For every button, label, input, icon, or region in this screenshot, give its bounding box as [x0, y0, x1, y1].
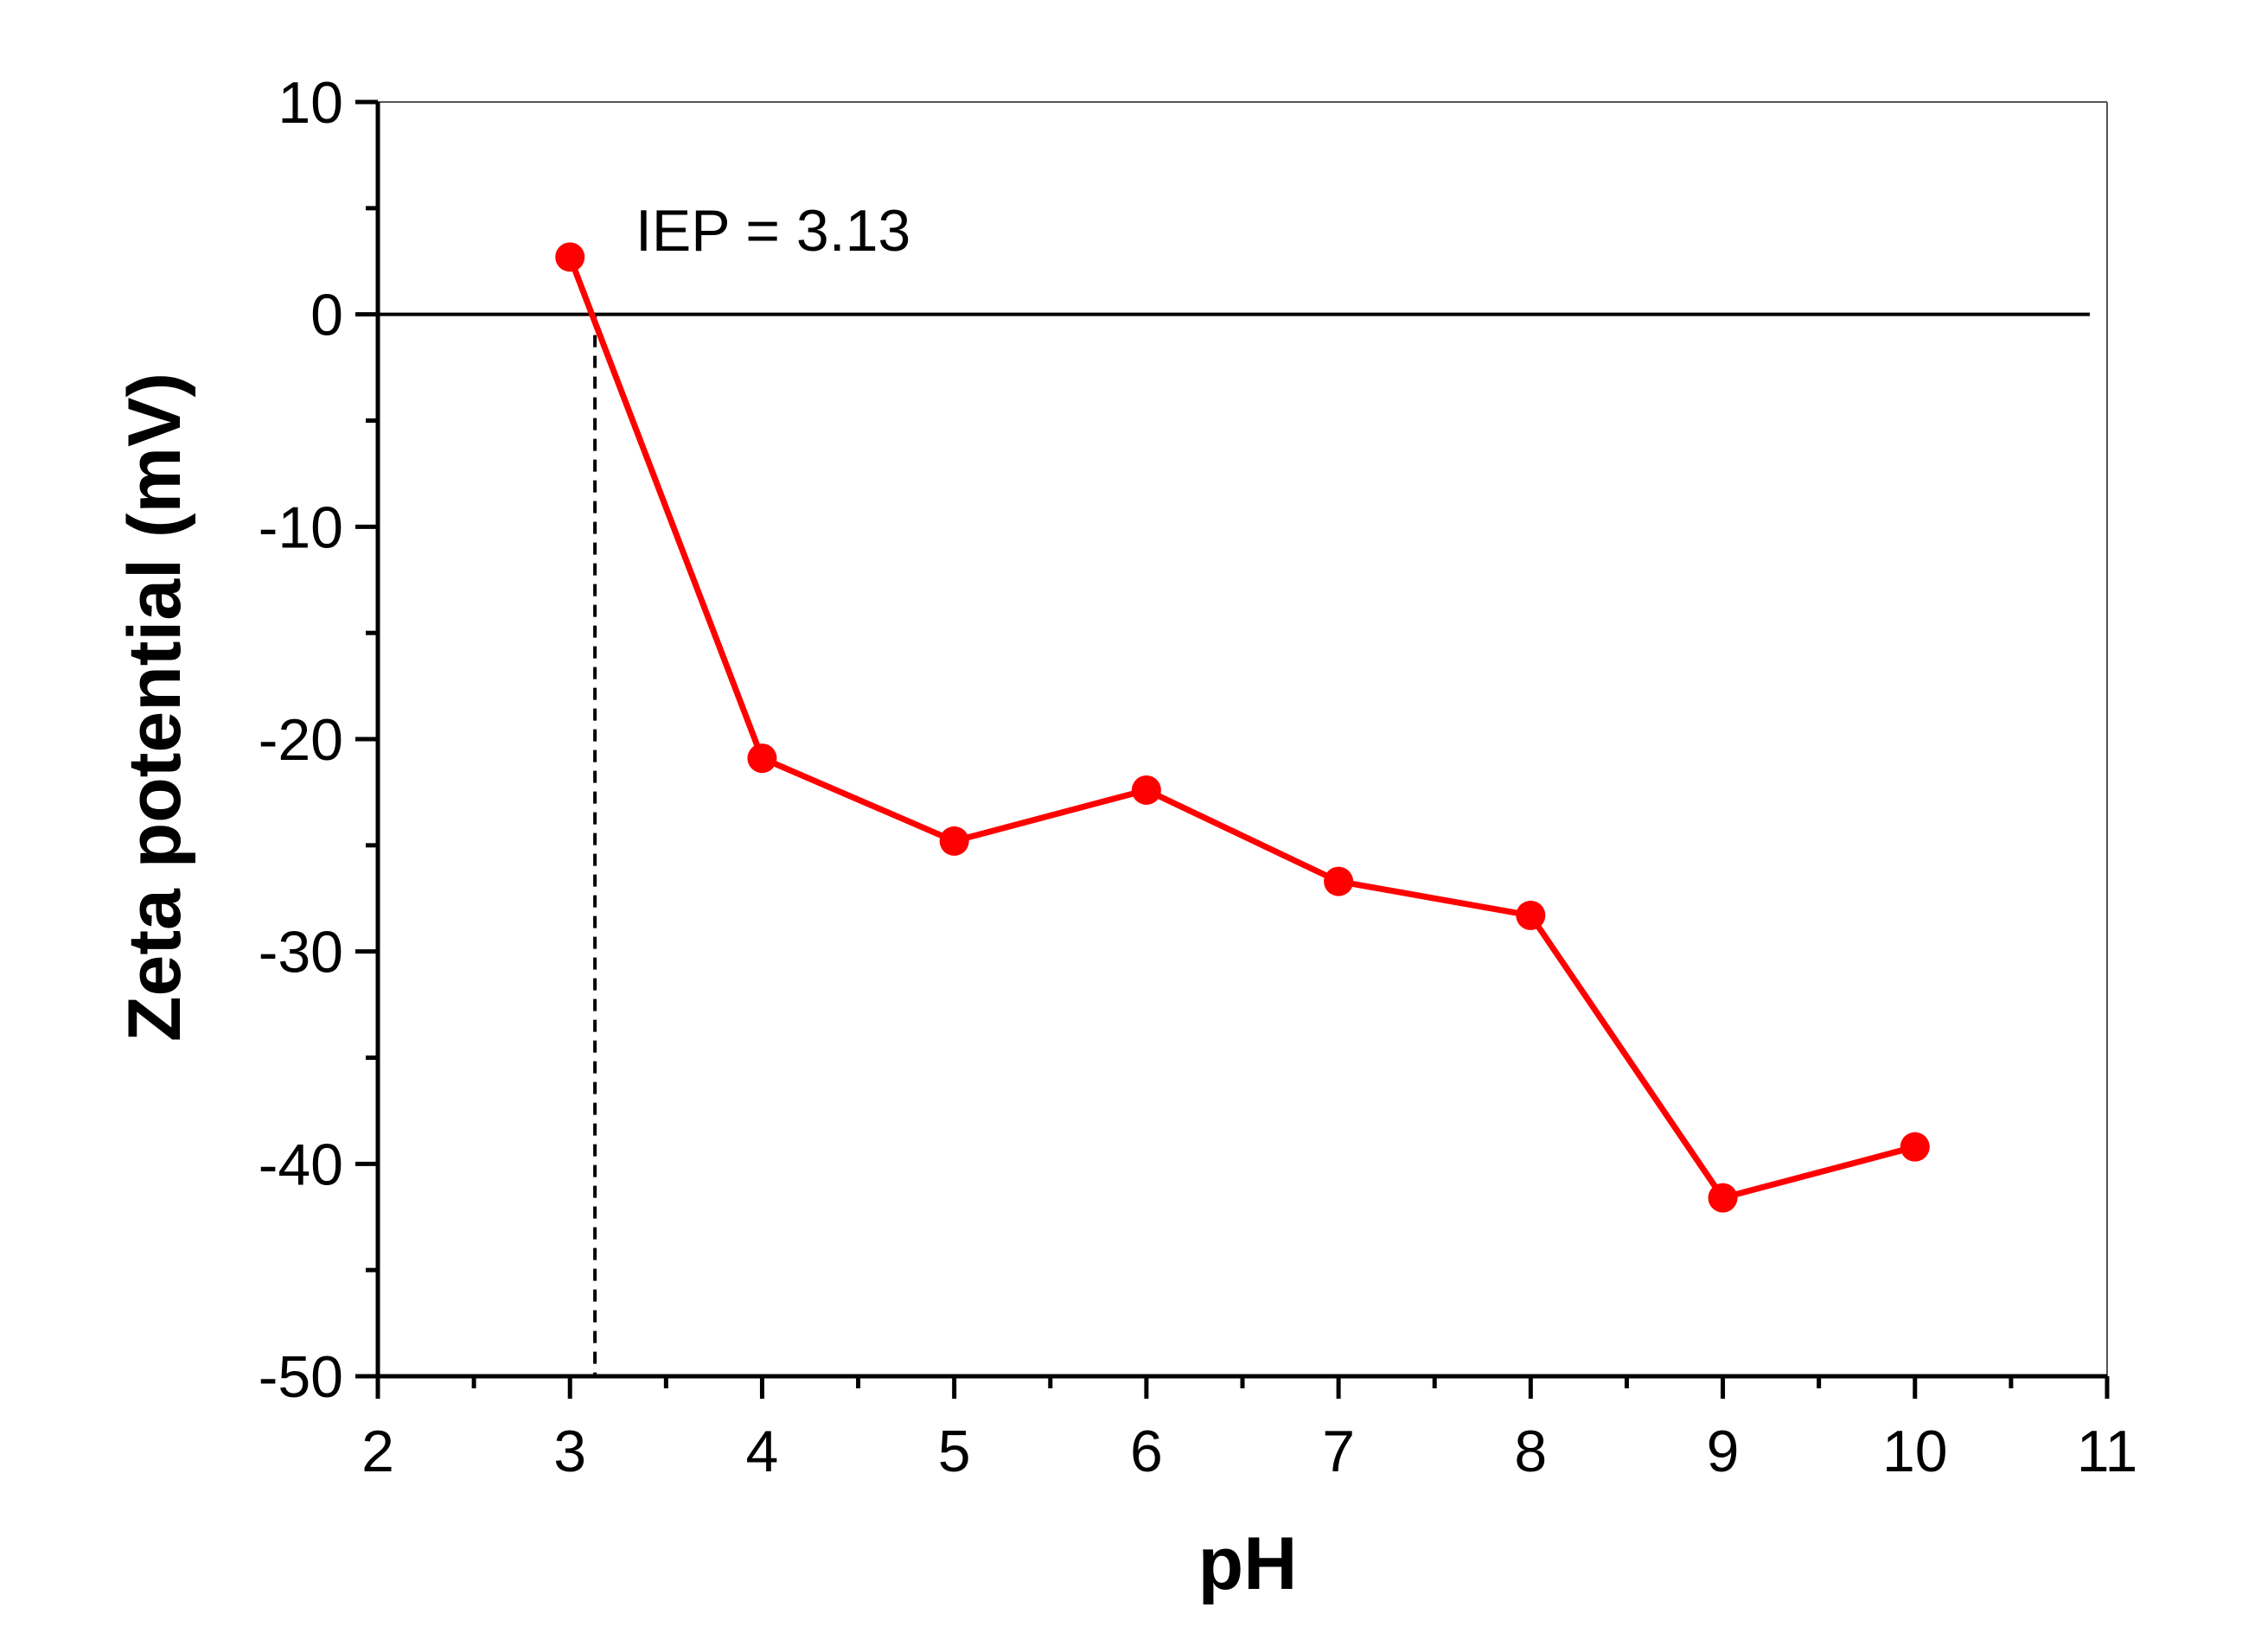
x-tick-label: 3: [553, 1419, 586, 1484]
x-tick-label: 9: [1707, 1419, 1740, 1484]
y-tick-label: -50: [259, 1344, 343, 1410]
x-tick-label: 5: [938, 1419, 971, 1484]
labels: IEP = 3.13 pH Zeta potential (mV): [113, 198, 1297, 1605]
data-series: [555, 242, 1930, 1213]
series-line: [566, 256, 1916, 1202]
y-tick-label: 0: [310, 283, 343, 348]
x-tick-label: 8: [1514, 1419, 1547, 1484]
data-point: [939, 826, 969, 856]
data-point: [1708, 1183, 1738, 1213]
data-point: [1900, 1132, 1930, 1162]
x-tick-label: 6: [1130, 1419, 1163, 1484]
y-tick-label: -40: [259, 1132, 343, 1197]
y-tick-label: -10: [259, 494, 343, 560]
x-tick-label: 11: [2077, 1419, 2138, 1484]
x-axis-title: pH: [1198, 1522, 1298, 1605]
y-tick-label: -30: [259, 920, 343, 985]
iep-annotation: IEP = 3.13: [636, 198, 910, 264]
data-point: [747, 743, 777, 774]
x-tick-label: 7: [1322, 1419, 1355, 1484]
data-point: [1516, 900, 1546, 930]
reference-lines: [378, 312, 2090, 1376]
y-tick-label: 10: [278, 70, 343, 136]
x-tick-label: 4: [746, 1419, 779, 1484]
data-point: [1324, 866, 1354, 896]
y-tick-label: -20: [259, 707, 343, 773]
x-tick-label: 10: [1882, 1419, 1948, 1484]
axes: 2 3 4 5 6 7 8 9 10 11 10 0 -10 -20 -30 -40 -50: [259, 70, 2138, 1484]
data-point: [1131, 775, 1161, 805]
x-tick-label: 2: [361, 1419, 394, 1484]
data-point: [555, 242, 585, 272]
y-axis-title: Zeta potential (mV): [113, 373, 196, 1042]
